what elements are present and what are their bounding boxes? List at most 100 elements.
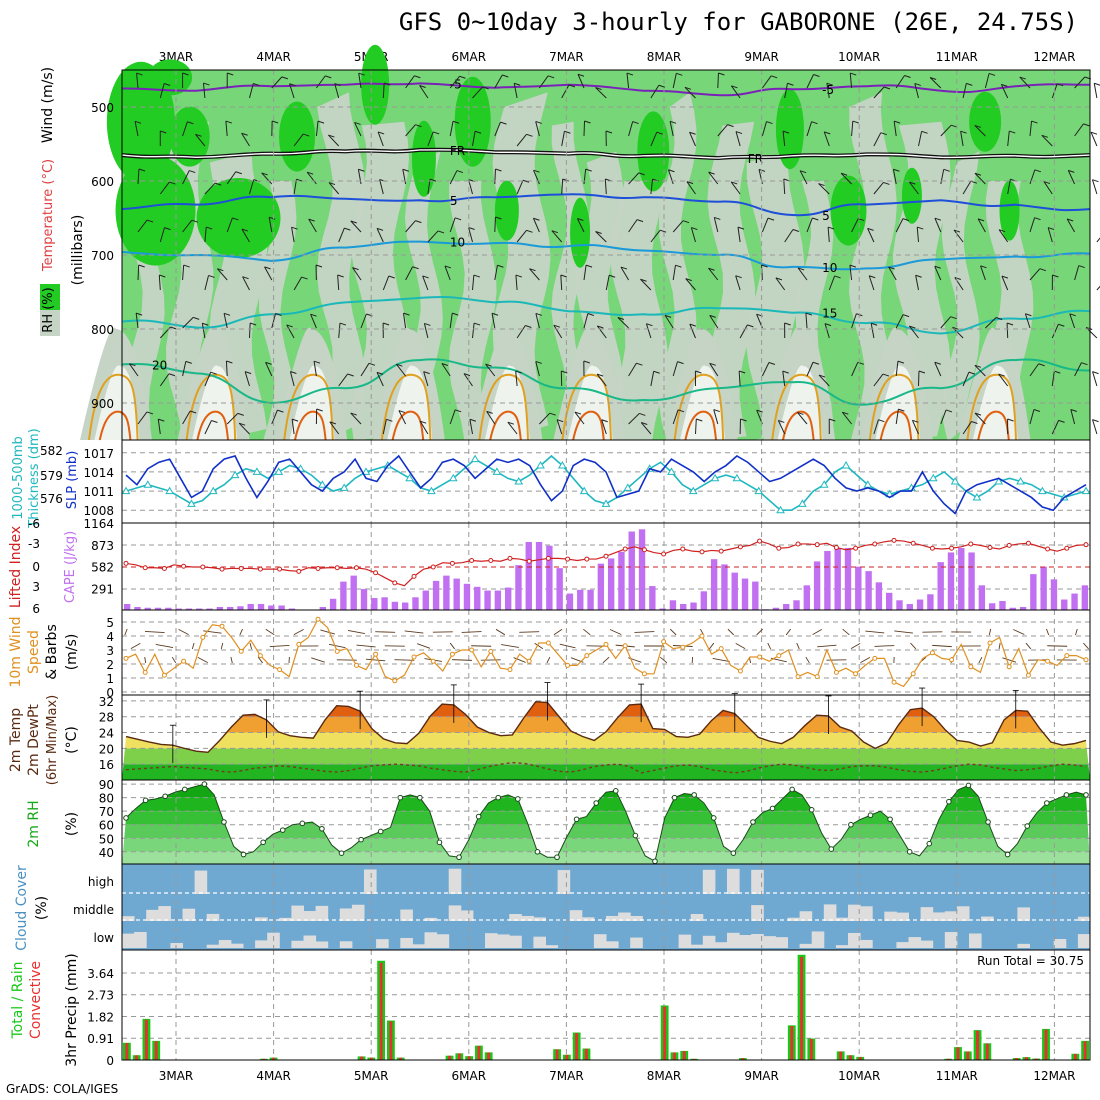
y-tick: 1.82 <box>87 1010 114 1024</box>
wind-barb-flag <box>211 420 218 423</box>
y-tick: 0 <box>106 1054 114 1068</box>
wind-barb <box>513 657 526 663</box>
lifted-index-marker <box>1083 542 1089 548</box>
lifted-index-marker <box>411 573 417 579</box>
wind-barb <box>354 122 362 137</box>
cape-bar <box>257 604 265 610</box>
wind-barb <box>220 642 224 650</box>
wind-barb-flag <box>191 219 198 223</box>
wind-barb <box>376 228 384 243</box>
wind-barb <box>382 82 385 99</box>
wind-barb <box>823 131 830 147</box>
cape-bar <box>134 607 141 610</box>
wind-barb <box>241 132 250 147</box>
wind-barb-flag <box>352 267 359 271</box>
wind-barb <box>659 656 668 664</box>
wind-speed-marker <box>872 655 878 661</box>
cape-bar <box>927 594 934 610</box>
wind-barb-flag <box>696 418 703 422</box>
rh-marker <box>495 794 502 801</box>
wind-barb-flag <box>136 72 143 76</box>
wind-barb <box>690 227 696 243</box>
temp-contour-30 <box>782 410 815 441</box>
y-tick: 900 <box>91 397 114 411</box>
wind-barb-flag <box>1092 179 1099 183</box>
wind-barb <box>984 73 990 89</box>
freezing-level-line <box>121 149 1091 159</box>
precip-convective-bar <box>682 1051 686 1060</box>
precip-convective-bar <box>985 1043 989 1060</box>
wind-barb <box>583 169 587 185</box>
wind-barb-flag <box>740 418 747 422</box>
wind-barb <box>171 656 177 664</box>
wind-barb <box>650 371 655 387</box>
cloud-patch <box>763 936 776 948</box>
rh-marker <box>1024 823 1031 829</box>
lifted-index-marker <box>469 558 475 564</box>
wind-barb <box>672 73 677 89</box>
wind-speed-marker <box>680 644 686 650</box>
wind-barb-flag <box>945 409 953 413</box>
x-tick-bottom: 7MAR <box>549 1069 584 1083</box>
wind-barb <box>953 229 964 243</box>
cape-bar <box>999 601 1006 610</box>
cape-bar <box>1030 574 1037 610</box>
lifted-index-marker <box>1006 542 1012 548</box>
wind-barb <box>515 275 518 291</box>
wind-barb-flag <box>871 322 878 326</box>
wind-barb <box>932 644 952 648</box>
cape-bar <box>237 606 244 610</box>
wind-barb-flag <box>708 267 715 271</box>
wind-barb-flag <box>265 361 272 365</box>
cape-bar <box>793 600 800 610</box>
wind-barb <box>516 230 527 243</box>
rh-moist-blob <box>454 76 491 167</box>
cape-bar <box>463 583 471 610</box>
wind-barb-flag <box>1070 409 1077 412</box>
wind-barb <box>708 171 719 185</box>
wind-speed-marker <box>949 657 955 663</box>
wind-barb <box>1074 265 1080 281</box>
wind-speed-marker <box>277 667 283 673</box>
wind-barb-flag <box>691 227 698 231</box>
wind-barb <box>617 317 629 329</box>
thickness-marker <box>536 461 545 469</box>
temp-contour-30 <box>879 410 913 441</box>
y-tick: 3 <box>106 644 114 658</box>
rh-marker <box>456 854 462 861</box>
y-tick: 5 <box>106 616 114 630</box>
wind-barb <box>507 421 518 435</box>
wind-barb-flag <box>306 171 314 175</box>
wind-barb <box>1090 131 1098 147</box>
wind-barb <box>640 278 652 291</box>
temperature-legend-label: Temperature (°C) <box>41 159 56 272</box>
cape-bar <box>453 578 460 610</box>
wind-barb-flag <box>632 121 639 125</box>
wind-barb-flag <box>668 169 675 173</box>
wind-barb <box>182 317 194 329</box>
wind-barb <box>377 131 384 147</box>
y-tick: 16 <box>99 758 114 772</box>
wind-barb <box>873 86 885 99</box>
cloud-unit-label: (%) <box>34 896 50 920</box>
wind-barb-flag <box>526 133 533 137</box>
wind-barb-flag <box>535 312 543 316</box>
wind-barb-flag <box>146 411 154 415</box>
wind-barb-flag <box>709 314 716 318</box>
y-tick: 70 <box>99 805 114 819</box>
wind-barb <box>158 274 161 291</box>
rh-marker <box>1044 800 1050 806</box>
wind-barb <box>472 323 475 339</box>
wind-barb <box>1007 131 1010 147</box>
wind-barb-flag <box>867 227 874 231</box>
wind-barb <box>265 628 275 636</box>
wind-barb <box>805 313 808 329</box>
rh-marker <box>632 832 639 839</box>
wind-barb <box>895 75 905 89</box>
wind-barb <box>672 409 679 425</box>
wind-barb-flag <box>485 363 492 367</box>
cape-bar <box>185 608 193 610</box>
temp-band <box>122 701 1090 717</box>
wind-barb-flag <box>1092 419 1099 423</box>
wind-unit-label: (m/s) <box>64 634 80 671</box>
